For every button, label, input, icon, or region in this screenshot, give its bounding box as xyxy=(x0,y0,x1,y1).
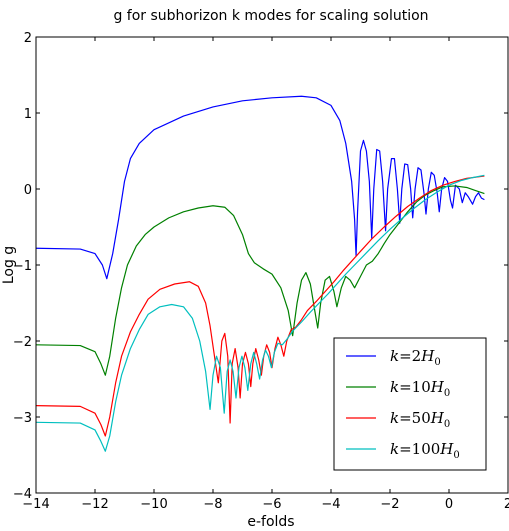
x-tick-label: −10 xyxy=(140,497,167,512)
x-tick-label: −4 xyxy=(321,497,340,512)
y-tick-label: −4 xyxy=(13,487,32,502)
x-tick-label: −12 xyxy=(81,497,108,512)
x-ticks: −14 −12 −10 −8 −6 −4 −2 0 2 xyxy=(22,37,509,512)
legend-label: k=2H0 xyxy=(390,347,441,368)
series-group xyxy=(36,95,485,452)
series-line-0 xyxy=(36,95,485,280)
legend-label: k=50H0 xyxy=(390,409,450,430)
x-tick-label: −14 xyxy=(22,497,49,512)
series-line-2 xyxy=(36,175,485,437)
y-tick-label: −3 xyxy=(13,411,32,426)
x-tick-label: 2 xyxy=(504,497,509,512)
legend-box xyxy=(333,337,487,471)
legend-label: k=10H0 xyxy=(390,378,450,399)
x-tick-label: −8 xyxy=(203,497,222,512)
chart-title: g for subhorizon k modes for scaling sol… xyxy=(113,8,428,24)
series-line-1 xyxy=(36,185,485,376)
y-tick-label: 2 xyxy=(24,31,32,46)
y-tick-label: 0 xyxy=(24,183,32,198)
y-tick-label: −2 xyxy=(13,335,32,350)
series-line-3 xyxy=(36,174,485,452)
x-axis-label: e-folds xyxy=(247,514,294,530)
y-tick-label: −1 xyxy=(13,259,32,274)
y-ticks: −4 −3 −2 −1 0 1 2 xyxy=(13,31,508,502)
x-tick-label: 0 xyxy=(445,497,453,512)
y-tick-label: 1 xyxy=(24,107,32,122)
y-axis-label: Log g xyxy=(1,246,17,284)
x-tick-label: −6 xyxy=(262,497,281,512)
legend-label: k=100H0 xyxy=(390,440,460,461)
legend: k=2H0 k=10H0 k=50H0 k=100H0 xyxy=(333,337,487,471)
x-tick-label: −2 xyxy=(380,497,399,512)
